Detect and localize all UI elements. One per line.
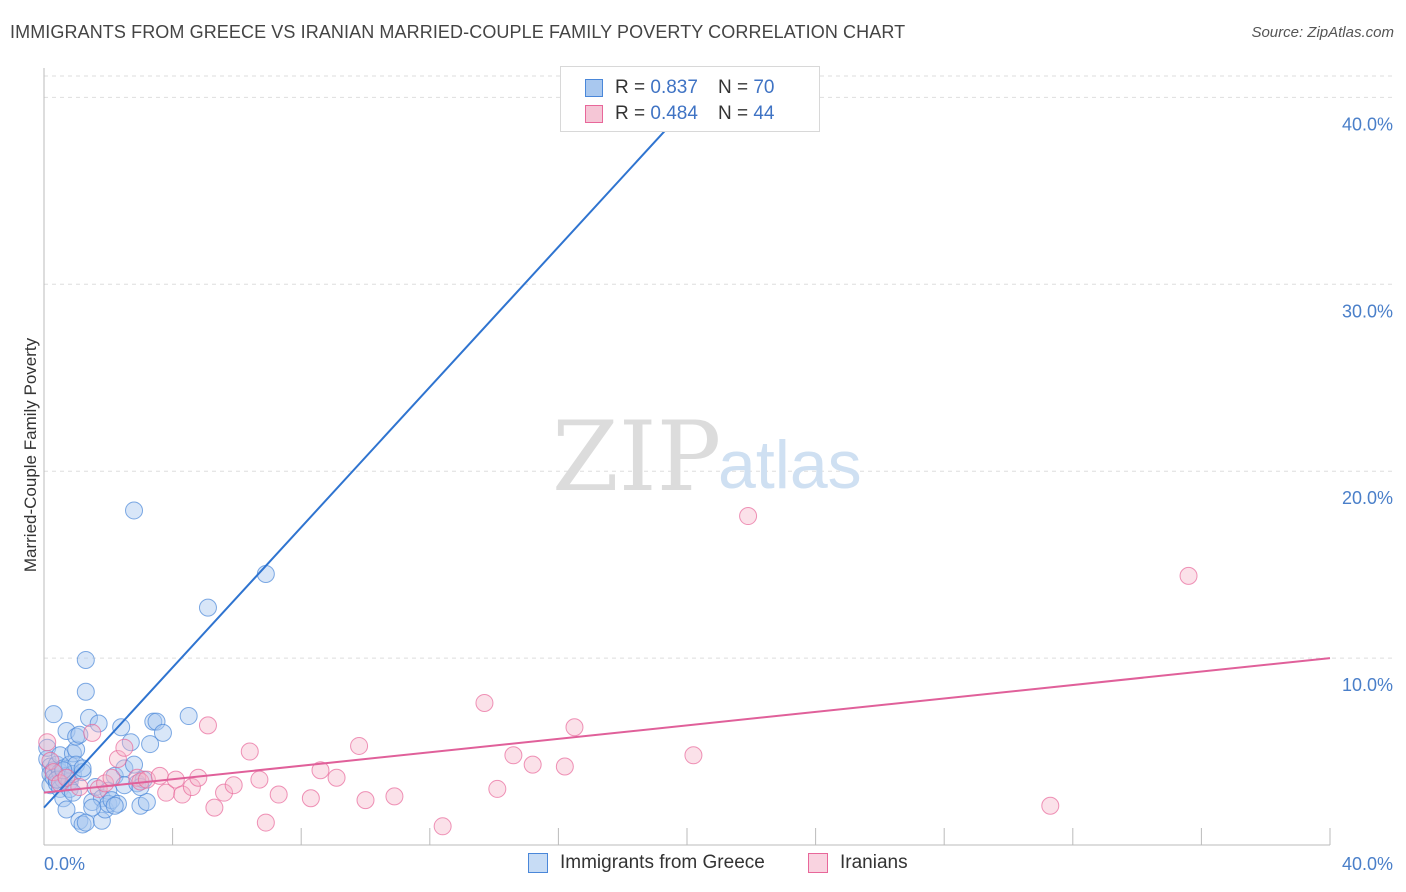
- iranians-point: [215, 783, 234, 802]
- iranians-point: [57, 768, 76, 787]
- data-points: [38, 501, 1198, 836]
- greece-point: [73, 763, 92, 782]
- iranians-point: [198, 716, 217, 735]
- greece-point: [76, 650, 95, 669]
- bottom-legend-swatch-blue: [528, 853, 548, 873]
- greece-point: [125, 501, 144, 520]
- legend-r-value: 0.484: [650, 103, 698, 124]
- iranians-point: [488, 779, 507, 798]
- iranians-point: [504, 746, 523, 765]
- legend-row-greece: R = 0.837 N = 70: [585, 75, 774, 101]
- greece-point: [83, 798, 102, 817]
- iranians-point: [385, 787, 404, 806]
- legend-r-label: R =: [615, 77, 646, 98]
- greece-point: [57, 800, 76, 819]
- iranians-point: [224, 776, 243, 795]
- watermark-zip: ZIP: [552, 401, 721, 513]
- iranians-point: [565, 718, 584, 737]
- iranians-point: [356, 791, 375, 810]
- greece-point: [92, 811, 111, 830]
- iranians-point: [1041, 796, 1060, 815]
- iranians-point: [70, 778, 89, 797]
- legend-n-value: 70: [753, 77, 775, 98]
- legend-r-label: R =: [615, 103, 646, 124]
- greece-point: [67, 740, 86, 759]
- greece-point: [105, 796, 124, 815]
- chart-title: IMMIGRANTS FROM GREECE VS IRANIAN MARRIE…: [10, 22, 906, 42]
- iranians-point: [205, 798, 224, 817]
- iranians-point: [182, 778, 201, 797]
- iranians-point: [301, 789, 320, 808]
- legend-r-value: 0.837: [650, 77, 698, 98]
- legend-row-iranians: R = 0.484 N = 44: [585, 101, 774, 127]
- iranians-point: [115, 738, 134, 757]
- greece-point: [179, 707, 198, 726]
- iranians-point: [433, 817, 452, 836]
- greece-point: [76, 813, 95, 832]
- x-tick-label: 40.0%: [1342, 854, 1393, 874]
- iranians-point: [523, 755, 542, 774]
- y-tick-label: 20.0%: [1342, 488, 1393, 508]
- greece-point: [76, 682, 95, 701]
- iranians-point: [475, 693, 494, 712]
- iranians-point: [157, 783, 176, 802]
- iranians-point: [311, 761, 330, 780]
- iranians-point: [83, 723, 102, 742]
- legend-swatch-pink: [585, 105, 603, 123]
- legend-n-label: N =: [717, 103, 749, 124]
- iranians-point: [173, 785, 192, 804]
- source-label: Source: ZipAtlas.com: [1251, 24, 1394, 41]
- bottom-legend-label: Immigrants from Greece: [560, 852, 765, 873]
- greece-point: [112, 718, 131, 737]
- greece-point: [80, 708, 99, 727]
- y-axis-title: Married-Couple Family Poverty: [21, 337, 40, 572]
- iranians-point: [250, 770, 269, 789]
- iranians-point: [102, 768, 121, 787]
- bottom-legend-label: Iranians: [840, 852, 908, 873]
- iranians-point: [350, 736, 369, 755]
- iranians-point: [1179, 566, 1198, 585]
- iranians-point: [684, 746, 703, 765]
- iranians-trend-line: [43, 657, 1331, 794]
- greece-point: [108, 794, 127, 813]
- tick-labels: 10.0% 20.0% 30.0% 40.0% 0.0% 40.0%: [44, 114, 1393, 874]
- iranians-point: [240, 742, 259, 761]
- iranians-point: [38, 733, 57, 752]
- iranians-point: [269, 785, 288, 804]
- bottom-legend-iranians: Iranians: [808, 852, 908, 874]
- iranians-point: [555, 757, 574, 776]
- greece-trend-line: [43, 106, 688, 809]
- greece-point: [153, 723, 172, 742]
- iranians-point: [41, 751, 60, 770]
- correlation-legend: R = 0.837 N = 70 R = 0.484 N = 44: [560, 66, 820, 132]
- iranians-point: [739, 507, 758, 526]
- greece-point: [256, 564, 275, 583]
- iranians-point: [327, 768, 346, 787]
- legend-n-label: N =: [717, 77, 749, 98]
- greece-point: [44, 705, 63, 724]
- greece-point: [73, 759, 92, 778]
- trend-lines: [43, 106, 1331, 809]
- greece-point: [73, 815, 92, 834]
- y-tick-label: 40.0%: [1342, 114, 1393, 134]
- legend-swatch-blue: [585, 79, 603, 97]
- iranians-point: [108, 750, 127, 769]
- greece-point: [141, 735, 160, 754]
- greece-point: [137, 793, 156, 812]
- bottom-legend-swatch-pink: [808, 853, 828, 873]
- y-tick-label: 10.0%: [1342, 675, 1393, 695]
- axes: [43, 68, 1331, 846]
- y-tick-label: 30.0%: [1342, 301, 1393, 321]
- x-tick-label: 0.0%: [44, 854, 85, 874]
- legend-n-value: 44: [753, 103, 775, 124]
- greece-point: [89, 714, 108, 733]
- bottom-legend-greece: Immigrants from Greece: [528, 852, 765, 874]
- watermark-atlas: atlas: [718, 427, 862, 503]
- iranians-point: [256, 813, 275, 832]
- greece-point: [147, 712, 166, 731]
- greece-point: [198, 598, 217, 617]
